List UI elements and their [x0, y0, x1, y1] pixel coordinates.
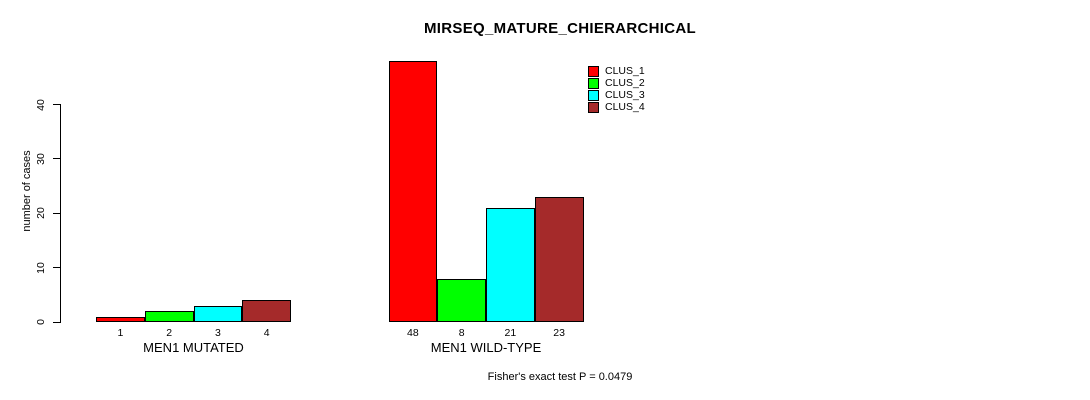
y-tick-mark: [53, 267, 60, 269]
y-tick-mark: [53, 104, 60, 105]
y-axis-title: number of cases: [21, 150, 33, 232]
y-tick-mark: [53, 321, 60, 323]
bar-value-label: 21: [504, 327, 517, 339]
group-label-men1-wild-type: MEN1 WILD-TYPE: [430, 340, 542, 355]
y-tick-label: 30: [35, 153, 47, 165]
y-axis-line: [60, 104, 61, 323]
footnote-pvalue: Fisher's exact test P = 0.0479: [487, 371, 633, 383]
bar-clus_4-mutated: [242, 300, 291, 322]
y-tick-label: 0: [35, 319, 47, 325]
legend-swatch-clus_2: [588, 77, 599, 89]
bar-value-label: 23: [553, 327, 565, 339]
bar-value-label: 8: [458, 327, 465, 339]
legend-swatch-clus_4: [588, 101, 599, 113]
bar-clus_3-mutated: [193, 305, 243, 322]
bar-clus_1-wildtype: [388, 61, 438, 322]
bar-clus_4-wildtype: [534, 196, 584, 322]
legend-label: CLUS_2: [605, 77, 645, 89]
bar-clus_3-wildtype: [486, 207, 535, 322]
y-tick-mark: [53, 158, 60, 160]
legend-row: CLUS_4: [588, 101, 645, 113]
group-label-men1-mutated: MEN1 MUTATED: [143, 340, 244, 355]
legend: CLUS_1 CLUS_2 CLUS_3 CLUS_4: [588, 65, 645, 113]
bar-value-label: 4: [263, 327, 270, 339]
bar-clus_1-mutated: [96, 316, 145, 322]
bar-value-label: 1: [117, 327, 124, 339]
legend-label: CLUS_1: [605, 65, 645, 77]
legend-row: CLUS_3: [588, 89, 645, 101]
legend-row: CLUS_2: [588, 77, 645, 89]
legend-swatch-clus_1: [588, 65, 599, 77]
y-tick-label: 10: [35, 261, 47, 274]
bar-value-label: 48: [407, 327, 419, 339]
legend-label: CLUS_4: [605, 101, 645, 113]
legend-row: CLUS_1: [588, 65, 645, 77]
y-tick-label: 20: [35, 207, 47, 220]
bar-clus_2-mutated: [144, 311, 194, 322]
chart-title: MIRSEQ_MATURE_CHIERARCHICAL: [424, 20, 696, 37]
y-tick-mark: [53, 212, 60, 214]
legend-swatch-clus_3: [588, 89, 599, 101]
legend-label: CLUS_3: [605, 89, 645, 101]
bar-value-label: 2: [166, 327, 173, 339]
y-tick-label: 40: [35, 98, 47, 111]
bar-value-label: 3: [214, 327, 221, 339]
bar-clus_2-wildtype: [437, 278, 486, 322]
